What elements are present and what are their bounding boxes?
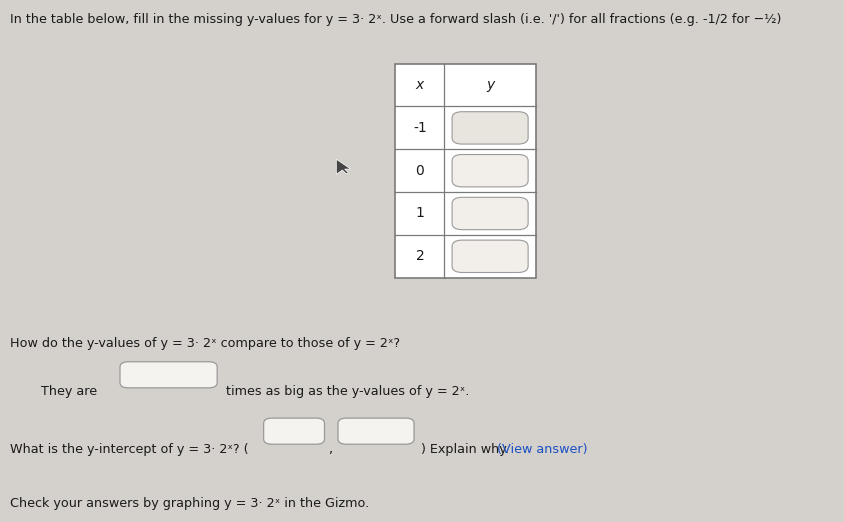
Text: 0: 0 — [415, 164, 424, 177]
FancyBboxPatch shape — [452, 240, 528, 272]
Text: times as big as the y-values of y = 2ˣ.: times as big as the y-values of y = 2ˣ. — [225, 385, 468, 398]
Text: 2: 2 — [415, 250, 424, 263]
Text: How do the y-values of y = 3· 2ˣ compare to those of y = 2ˣ?: How do the y-values of y = 3· 2ˣ compare… — [10, 337, 400, 350]
Text: What is the y-intercept of y = 3· 2ˣ? (: What is the y-intercept of y = 3· 2ˣ? ( — [10, 443, 248, 456]
Polygon shape — [336, 159, 350, 174]
Text: (View answer): (View answer) — [496, 443, 587, 456]
Bar — [395, 64, 535, 278]
Text: Check your answers by graphing y = 3· 2ˣ in the Gizmo.: Check your answers by graphing y = 3· 2ˣ… — [10, 497, 369, 511]
FancyBboxPatch shape — [452, 155, 528, 187]
FancyBboxPatch shape — [263, 418, 324, 444]
Text: They are: They are — [41, 385, 96, 398]
FancyBboxPatch shape — [452, 197, 528, 230]
Text: 1: 1 — [415, 207, 424, 220]
FancyBboxPatch shape — [120, 362, 217, 388]
FancyBboxPatch shape — [338, 418, 414, 444]
Text: ) Explain why.: ) Explain why. — [420, 443, 512, 456]
Text: -1: -1 — [413, 121, 426, 135]
Text: x: x — [415, 78, 424, 92]
Text: ,: , — [327, 443, 332, 456]
Text: In the table below, fill in the missing y-values for y = 3· 2ˣ. Use a forward sl: In the table below, fill in the missing … — [10, 13, 781, 26]
FancyBboxPatch shape — [452, 112, 528, 144]
Text: y: y — [485, 78, 494, 92]
